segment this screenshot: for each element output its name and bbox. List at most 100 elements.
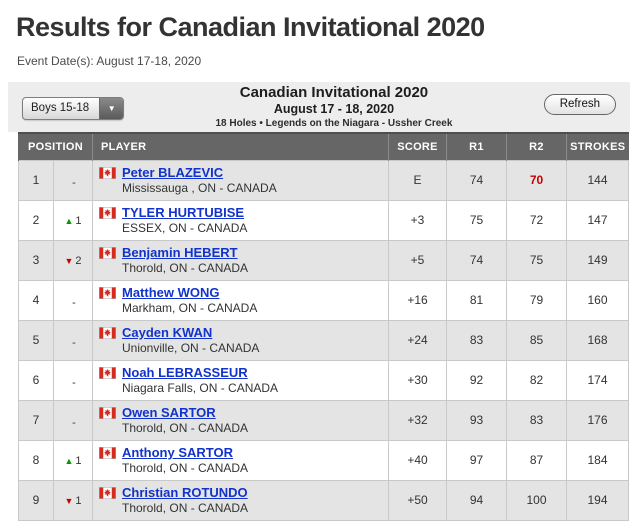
player-name-link[interactable]: Anthony SARTOR bbox=[122, 445, 233, 460]
score-cell: E bbox=[388, 159, 447, 201]
position-cell: 2 bbox=[18, 199, 54, 241]
event-course-details: 18 Holes • Legends on the Niagara - Ussh… bbox=[215, 117, 453, 129]
player-name-link[interactable]: Matthew WONG bbox=[122, 285, 220, 300]
movement-indicator: - bbox=[70, 417, 76, 429]
table-row: 8 ▲ 1 Anthony SARTOR Thoro bbox=[18, 439, 629, 481]
player-cell: TYLER HURTUBISE ESSEX, ON - CANADA bbox=[92, 199, 389, 241]
position-cell: 1 bbox=[18, 159, 54, 201]
movement-cell: ▼ 1 bbox=[53, 479, 93, 521]
score-cell: +50 bbox=[388, 479, 447, 521]
refresh-button[interactable]: Refresh bbox=[543, 93, 616, 115]
movement-value: 2 bbox=[75, 255, 82, 268]
r2-cell: 87 bbox=[506, 439, 567, 481]
movement-indicator: ▼ 2 bbox=[64, 255, 81, 267]
canada-flag-icon bbox=[99, 406, 116, 419]
player-name-link[interactable]: Christian ROTUNDO bbox=[122, 485, 248, 500]
r2-cell: 75 bbox=[506, 239, 567, 281]
position-value: 9 bbox=[32, 493, 40, 507]
strokes-cell: 194 bbox=[566, 479, 629, 521]
table-row: 1 - Peter BLAZEVIC Missis bbox=[18, 159, 629, 201]
strokes-value: 168 bbox=[587, 333, 608, 347]
position-value: 4 bbox=[32, 293, 40, 307]
strokes-cell: 168 bbox=[566, 319, 629, 361]
movement-arrow-icon: ▼ bbox=[64, 255, 74, 266]
movement-cell: - bbox=[53, 159, 93, 201]
player-cell: Benjamin HEBERT Thorold, ON - CANADA bbox=[92, 239, 389, 281]
r2-cell: 83 bbox=[506, 399, 567, 441]
results-page: Results for Canadian Invitational 2020 E… bbox=[0, 12, 640, 528]
division-dropdown[interactable]: Boys 15-18 ▼ bbox=[22, 96, 125, 120]
column-header-strokes: STROKES bbox=[566, 132, 629, 160]
strokes-cell: 160 bbox=[566, 279, 629, 321]
movement-value: 1 bbox=[75, 455, 82, 468]
score-cell: +40 bbox=[388, 439, 447, 481]
strokes-value: 176 bbox=[587, 413, 608, 427]
player-cell: Cayden KWAN Unionville, ON - CANADA bbox=[92, 319, 389, 361]
r2-cell: 82 bbox=[506, 359, 567, 401]
canada-flag-icon bbox=[99, 486, 116, 499]
table-row: 4 - Matthew WONG Markham, bbox=[18, 279, 629, 321]
score-value: +50 bbox=[407, 493, 428, 507]
movement-cell: - bbox=[53, 359, 93, 401]
r1-cell: 75 bbox=[446, 199, 507, 241]
canada-flag-icon bbox=[99, 206, 116, 219]
canada-flag-icon bbox=[99, 166, 116, 179]
score-value: +16 bbox=[407, 293, 428, 307]
r2-value: 83 bbox=[529, 413, 544, 427]
strokes-cell: 147 bbox=[566, 199, 629, 241]
position-cell: 8 bbox=[18, 439, 54, 481]
movement-value: 1 bbox=[75, 215, 82, 228]
player-name-link[interactable]: Noah LEBRASSEUR bbox=[122, 365, 248, 380]
canada-flag-icon bbox=[99, 446, 116, 459]
player-name-link[interactable]: Owen SARTOR bbox=[122, 405, 216, 420]
strokes-cell: 174 bbox=[566, 359, 629, 401]
r1-cell: 74 bbox=[446, 159, 507, 201]
r2-value: 70 bbox=[529, 173, 544, 187]
position-cell: 5 bbox=[18, 319, 54, 361]
position-value: 8 bbox=[32, 453, 40, 467]
movement-value: - bbox=[72, 176, 76, 189]
player-cell: Owen SARTOR Thorold, ON - CANADA bbox=[92, 399, 389, 441]
strokes-value: 147 bbox=[587, 213, 608, 227]
results-table-body: 1 - Peter BLAZEVIC Missis bbox=[18, 159, 629, 521]
r1-cell: 74 bbox=[446, 239, 507, 281]
position-value: 1 bbox=[32, 173, 40, 187]
position-cell: 7 bbox=[18, 399, 54, 441]
player-cell: Peter BLAZEVIC Mississauga , ON - CANADA bbox=[92, 159, 389, 201]
player-name-link[interactable]: TYLER HURTUBISE bbox=[122, 205, 245, 220]
movement-cell: - bbox=[53, 319, 93, 361]
table-row: 3 ▼ 2 Benjamin HEBERT Thor bbox=[18, 239, 629, 281]
canada-flag-icon bbox=[99, 326, 116, 339]
r2-cell: 100 bbox=[506, 479, 567, 521]
player-name-link[interactable]: Benjamin HEBERT bbox=[122, 245, 238, 260]
player-location: Thorold, ON - CANADA bbox=[122, 261, 249, 275]
movement-value: - bbox=[72, 296, 76, 309]
division-dropdown-value: Boys 15-18 bbox=[31, 102, 90, 114]
strokes-value: 160 bbox=[587, 293, 608, 307]
r2-cell: 70 bbox=[506, 159, 567, 201]
r1-cell: 92 bbox=[446, 359, 507, 401]
movement-value: - bbox=[72, 336, 76, 349]
strokes-cell: 144 bbox=[566, 159, 629, 201]
player-location: Markham, ON - CANADA bbox=[122, 301, 258, 315]
score-value: +30 bbox=[407, 373, 428, 387]
event-dates: Event Date(s): August 17-18, 2020 bbox=[17, 54, 202, 68]
score-cell: +16 bbox=[388, 279, 447, 321]
movement-value: - bbox=[72, 416, 76, 429]
page-title: Results for Canadian Invitational 2020 bbox=[16, 12, 485, 42]
position-value: 5 bbox=[32, 333, 40, 347]
position-cell: 4 bbox=[18, 279, 54, 321]
player-cell: Matthew WONG Markham, ON - CANADA bbox=[92, 279, 389, 321]
player-name-link[interactable]: Peter BLAZEVIC bbox=[122, 165, 224, 180]
results-table-header: POSITION PLAYER SCORE R1 R2 STROKES bbox=[18, 132, 629, 160]
event-header: Canadian Invitational 2020 August 17 - 1… bbox=[124, 84, 544, 131]
control-bar: Boys 15-18 ▼ Canadian Invitational 2020 … bbox=[8, 82, 630, 132]
movement-indicator: - bbox=[70, 377, 76, 389]
movement-indicator: ▲ 1 bbox=[64, 215, 81, 227]
column-header-player: PLAYER bbox=[92, 132, 389, 160]
player-name-link[interactable]: Cayden KWAN bbox=[122, 325, 213, 340]
movement-value: 1 bbox=[75, 495, 82, 508]
r1-value: 81 bbox=[469, 293, 484, 307]
player-location: Mississauga , ON - CANADA bbox=[122, 181, 277, 195]
movement-cell: - bbox=[53, 279, 93, 321]
